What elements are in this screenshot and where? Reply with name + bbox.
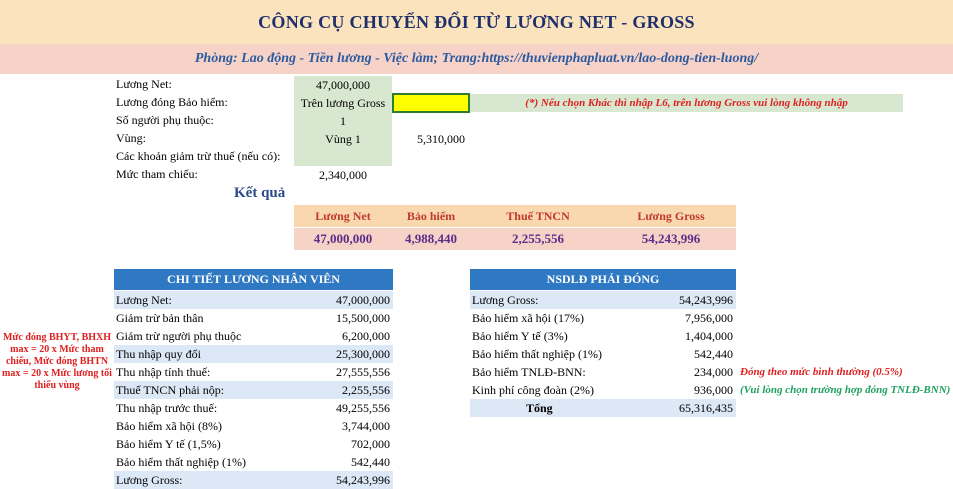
table-row: Bảo hiểm thất nghiệp (1%) 542,440 [472, 346, 733, 361]
dependents-label: Số người phụ thuộc: [116, 113, 214, 127]
page-subtitle: Phòng: Lao động - Tiền lương - Việc làm;… [0, 44, 953, 74]
net-label: Lương Net: [116, 77, 172, 91]
result-value-tax: 2,255,556 [470, 228, 606, 250]
region-min-wage: 5,310,000 [417, 131, 465, 146]
insurance-note-cell: (*) Nếu chọn Khác thì nhập L6, trên lươn… [470, 94, 903, 112]
insurance-basis-select[interactable]: Trên lương Gross [294, 94, 392, 112]
result-heading: Kết quả [234, 185, 286, 201]
table-row: Lương Gross: 54,243,996 [114, 471, 393, 489]
result-value-gross: 54,243,996 [606, 228, 736, 250]
region-label: Vùng: [116, 131, 146, 145]
employer-panel: Lương Gross: 54,243,996 Bảo hiểm xã hội (… [470, 291, 736, 417]
result-value-net: 47,000,000 [294, 228, 392, 250]
table-row: Bảo hiểm xã hội (8%) 3,744,000 [116, 418, 390, 433]
reference-label: Mức tham chiếu: [116, 167, 198, 181]
table-row: Giảm trừ bản thân 15,500,000 [116, 310, 390, 325]
table-row: Bảo hiểm Y tế (3%) 1,404,000 [472, 328, 733, 343]
deductions-input[interactable] [294, 148, 392, 166]
table-row: Thu nhập trước thuế: 49,255,556 [116, 400, 390, 415]
insurance-other-input[interactable] [392, 93, 470, 113]
table-row: Bảo hiểm xã hội (17%) 7,956,000 [472, 310, 733, 325]
table-row: Bảo hiểm Y tế (1,5%) 702,000 [116, 436, 390, 451]
insurance-label: Lương đóng Bảo hiểm: [116, 95, 228, 109]
reference-value: 2,340,000 [319, 167, 367, 182]
side-note: Mức đóng BHYT, BHXH max = 20 x Mức tham … [2, 332, 112, 391]
table-row: Bảo hiểm thất nghiệp (1%) 542,440 [116, 454, 390, 469]
table-row: Kinh phí công đoàn (2%) 936,000 [472, 382, 733, 397]
tnld-note: Đóng theo mức bình thường (0.5%) [740, 366, 903, 378]
result-header-tax: Thuế TNCN [470, 205, 606, 227]
union-note: (Vui lòng chọn trường hợp đóng TNLĐ-BNN) [740, 384, 951, 396]
deductions-label: Các khoản giảm trừ thuế (nếu có): [116, 149, 281, 163]
page-title: CÔNG CỤ CHUYỂN ĐỔI TỪ LƯƠNG NET - GROSS [0, 0, 953, 44]
total-row: Tổng 65,316,435 [470, 399, 736, 417]
table-row: Thuế TNCN phải nộp: 2,255,556 [114, 381, 393, 399]
result-value-insurance: 4,988,440 [392, 228, 470, 250]
dependents-input[interactable]: 1 [294, 112, 392, 130]
result-header-insurance: Bảo hiểm [392, 205, 470, 227]
result-header-net: Lương Net [294, 205, 392, 227]
table-row: Lương Gross: 54,243,996 [470, 291, 736, 309]
employee-panel-title: CHI TIẾT LƯƠNG NHÂN VIÊN [114, 269, 393, 290]
region-select[interactable]: Vùng 1 [294, 130, 392, 148]
table-row: Giảm trừ người phụ thuộc 6,200,000 [116, 328, 390, 343]
net-input[interactable]: 47,000,000 [294, 76, 392, 94]
employee-panel: Lương Net: 47,000,000 Giảm trừ bản thân 15… [114, 291, 393, 489]
table-row: Lương Net: 47,000,000 [114, 291, 393, 309]
table-row: Bảo hiểm TNLĐ-BNN: 234,000 [472, 364, 733, 379]
table-row: Thu nhập quy đổi 25,300,000 [114, 345, 393, 363]
employer-panel-title: NSDLĐ PHẢI ĐÓNG [470, 269, 736, 290]
result-header-gross: Lương Gross [606, 205, 736, 227]
table-row: Thu nhập tính thuế: 27,555,556 [116, 364, 390, 379]
insurance-note: (*) Nếu chọn Khác thì nhập L6, trên lươn… [525, 97, 848, 109]
